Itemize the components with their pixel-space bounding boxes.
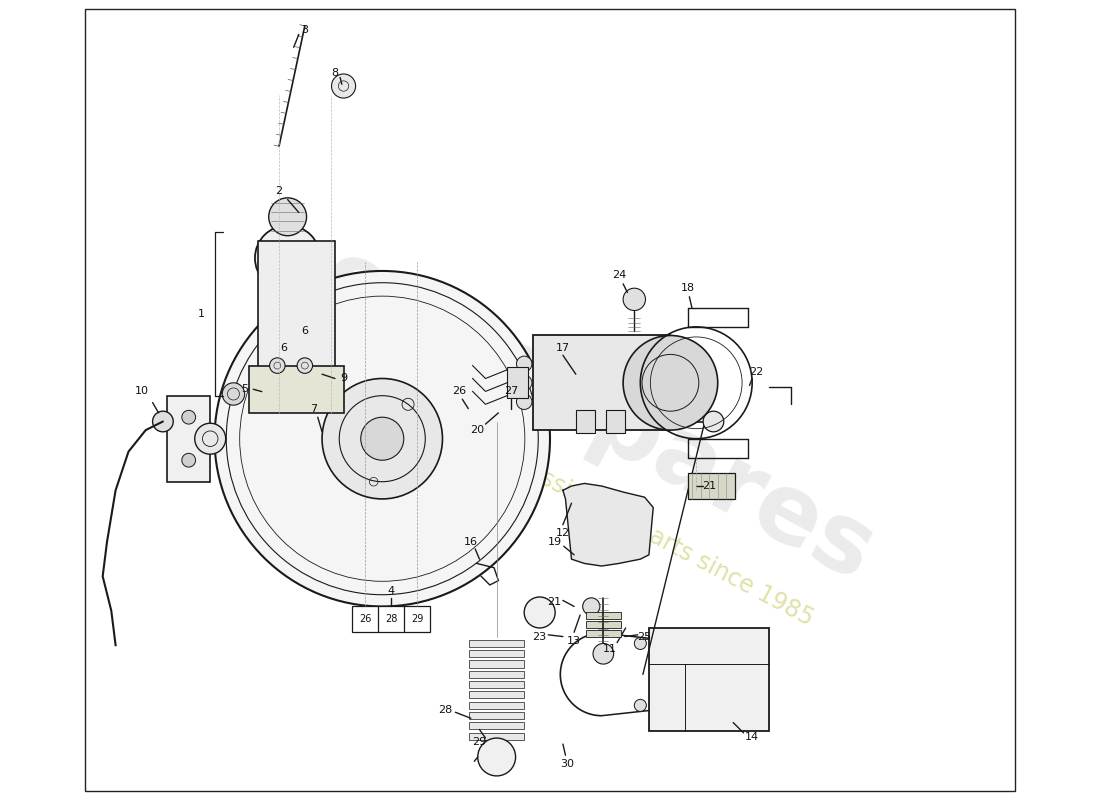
Text: 1: 1 — [198, 309, 205, 319]
Text: 26: 26 — [452, 386, 466, 396]
Circle shape — [477, 738, 516, 776]
Text: 9: 9 — [340, 374, 348, 383]
Text: 28: 28 — [438, 705, 452, 714]
Bar — [469, 650, 525, 658]
Circle shape — [255, 226, 320, 290]
Text: 17: 17 — [556, 343, 570, 354]
Bar — [532, 335, 670, 430]
Text: 23: 23 — [532, 631, 547, 642]
Text: 21: 21 — [702, 481, 716, 491]
Circle shape — [222, 382, 244, 405]
Circle shape — [214, 271, 550, 606]
Text: 7: 7 — [310, 404, 317, 414]
Circle shape — [623, 335, 717, 430]
Text: 26: 26 — [359, 614, 372, 624]
Circle shape — [195, 423, 226, 454]
Text: 13: 13 — [568, 636, 581, 646]
Bar — [469, 670, 525, 678]
Circle shape — [517, 394, 532, 410]
Circle shape — [182, 454, 196, 467]
Text: 10: 10 — [134, 386, 148, 396]
Text: 8: 8 — [331, 68, 339, 78]
Circle shape — [623, 288, 646, 310]
Bar — [469, 660, 525, 667]
Bar — [352, 606, 430, 632]
Circle shape — [361, 418, 404, 460]
Text: 19: 19 — [548, 537, 562, 547]
Text: 18: 18 — [681, 283, 695, 293]
Circle shape — [331, 74, 355, 98]
Circle shape — [153, 411, 173, 432]
Polygon shape — [563, 483, 653, 566]
Text: 20: 20 — [470, 425, 484, 435]
Text: 5: 5 — [241, 384, 249, 394]
Text: eurospares: eurospares — [304, 230, 891, 602]
Bar — [167, 396, 210, 482]
Bar — [469, 702, 525, 709]
Text: 21: 21 — [547, 597, 561, 607]
Text: 29: 29 — [472, 737, 486, 746]
Text: 14: 14 — [745, 732, 759, 742]
Circle shape — [703, 411, 724, 432]
Circle shape — [525, 597, 556, 628]
Text: 24: 24 — [612, 270, 626, 280]
Text: 29: 29 — [411, 614, 424, 624]
Bar — [586, 621, 620, 628]
Circle shape — [517, 356, 532, 372]
Bar — [586, 613, 620, 619]
Bar — [249, 366, 343, 413]
Text: 12: 12 — [556, 528, 570, 538]
Circle shape — [270, 358, 285, 374]
Text: 25: 25 — [638, 631, 651, 642]
Text: 27: 27 — [504, 386, 518, 396]
Text: 2: 2 — [275, 186, 283, 196]
Bar — [469, 681, 525, 688]
Circle shape — [583, 598, 600, 615]
Circle shape — [517, 375, 532, 390]
Bar — [649, 628, 769, 731]
Circle shape — [322, 378, 442, 499]
Text: a passion for parts since 1985: a passion for parts since 1985 — [491, 442, 817, 630]
Bar — [469, 722, 525, 730]
Bar — [507, 367, 528, 398]
Circle shape — [635, 699, 647, 711]
Text: 11: 11 — [603, 645, 617, 654]
Text: 6: 6 — [301, 326, 308, 336]
Circle shape — [182, 410, 196, 424]
Text: 6: 6 — [279, 343, 287, 354]
Circle shape — [593, 643, 614, 664]
Bar — [688, 473, 735, 499]
Bar — [606, 410, 625, 433]
Text: 16: 16 — [464, 537, 477, 547]
Bar — [257, 241, 334, 370]
Circle shape — [635, 638, 647, 650]
Circle shape — [268, 198, 307, 236]
Bar — [469, 733, 525, 740]
Text: 4: 4 — [387, 586, 395, 596]
Circle shape — [297, 358, 312, 374]
Bar — [469, 691, 525, 698]
Text: 28: 28 — [385, 614, 397, 624]
Text: 3: 3 — [301, 25, 308, 35]
Bar — [575, 410, 595, 433]
Bar — [586, 630, 620, 637]
Bar — [469, 640, 525, 647]
Bar — [469, 712, 525, 719]
Text: 22: 22 — [749, 366, 763, 377]
Text: 30: 30 — [560, 759, 574, 769]
